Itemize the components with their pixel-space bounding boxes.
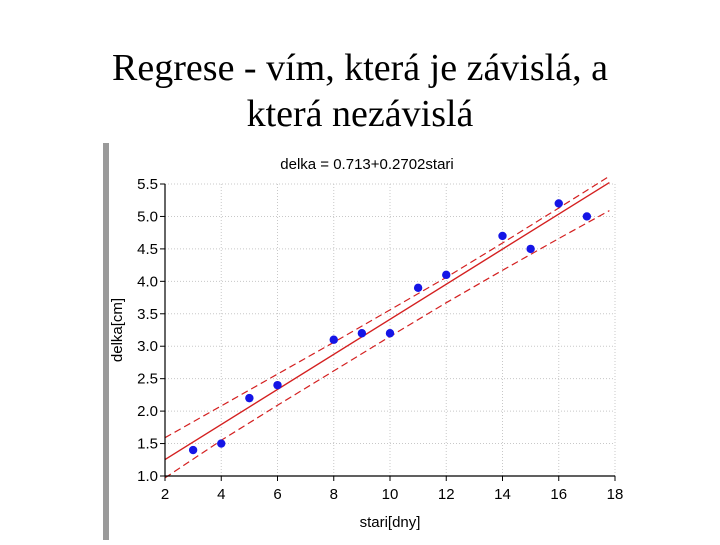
data-point-12 <box>582 212 592 221</box>
data-point-1 <box>217 439 226 448</box>
data-point-5 <box>357 329 367 338</box>
tick-labels: 2 4 6 8 10 12 14 16 18 1.0 1.5 2.0 2.5 3.0 3.5 4.0 4.5 5.… <box>137 176 623 503</box>
y-tick-label-6: 4.0 <box>137 273 158 290</box>
confidence-band <box>164 175 610 479</box>
data-point-9 <box>498 231 507 241</box>
confidence-band-upper <box>164 175 610 439</box>
regression-chart: delka = 0.713+0.2702stari delka[cm] star… <box>109 156 623 531</box>
data-point-4 <box>329 335 338 344</box>
regression-line-group <box>164 181 610 461</box>
plot-panel: delka = 0.713+0.2702stari delka[cm] star… <box>103 143 630 540</box>
data-point-3 <box>273 380 282 390</box>
data-point-6 <box>385 329 395 338</box>
data-points <box>188 199 592 455</box>
x-tick-label-4: 10 <box>382 486 399 503</box>
confidence-band-lower <box>164 210 610 479</box>
data-point-10 <box>526 244 535 254</box>
chart-title: delka = 0.713+0.2702stari <box>280 156 453 173</box>
x-tick-label-2: 6 <box>273 486 281 503</box>
x-tick-label-1: 4 <box>217 486 225 503</box>
y-tick-label-9: 5.5 <box>137 176 158 193</box>
slide-title-line-1: Regrese - vím, která je závislá, a <box>112 47 608 89</box>
x-tick-label-5: 12 <box>438 486 455 503</box>
data-point-11 <box>554 199 563 208</box>
x-axis-label: stari[dny] <box>360 514 421 531</box>
data-point-8 <box>442 270 451 280</box>
y-tick-label-2: 2.0 <box>137 403 158 420</box>
x-tick-label-7: 16 <box>550 486 567 503</box>
axes <box>160 183 616 481</box>
data-point-2 <box>245 393 254 403</box>
slide-title-line-2: která nezávislá <box>246 93 474 135</box>
grid-lines <box>164 183 616 477</box>
y-tick-label-0: 1.0 <box>137 468 158 485</box>
slide-title: Regrese - vím, která je závislá, a která… <box>20 45 700 137</box>
y-tick-label-1: 1.5 <box>137 436 158 453</box>
x-tick-label-0: 2 <box>161 486 169 503</box>
x-tick-label-3: 8 <box>330 486 338 503</box>
data-point-0 <box>188 445 198 455</box>
y-axis-label: delka[cm] <box>109 298 126 362</box>
data-point-7 <box>413 283 423 293</box>
regression-line <box>164 181 610 461</box>
y-tick-label-8: 5.0 <box>137 208 158 225</box>
y-tick-label-5: 3.5 <box>137 306 158 323</box>
y-tick-label-4: 3.0 <box>137 338 158 355</box>
y-tick-label-3: 2.5 <box>137 371 158 388</box>
x-tick-label-8: 18 <box>607 486 624 503</box>
x-tick-label-6: 14 <box>494 486 511 503</box>
y-tick-label-7: 4.5 <box>137 241 158 258</box>
